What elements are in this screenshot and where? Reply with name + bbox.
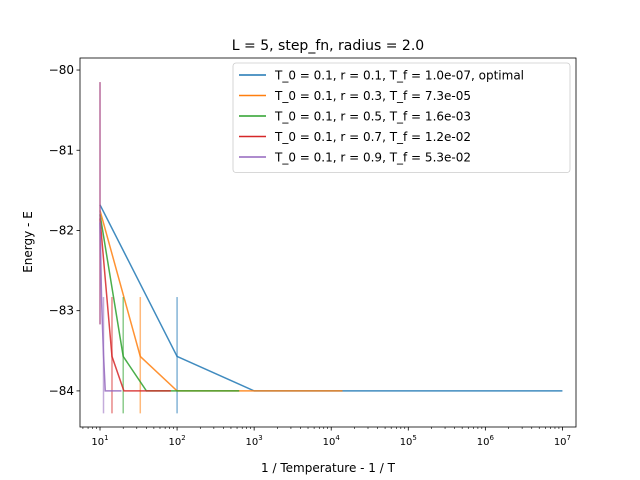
legend-label-3: T_0 = 0.1, r = 0.5, T_f = 1.6e-03 [274,110,471,124]
series-line-2 [99,210,343,392]
y-axis-label: Energy - E [21,211,35,273]
plot-area [99,82,563,414]
series-line-1 [99,204,563,392]
x-axis: 101 102 103 104 105 106 107 [82,427,571,448]
x-tick-label: 106 [477,434,495,448]
x-axis-label: 1 / Temperature - 1 / T [261,461,396,475]
legend: T_0 = 0.1, r = 0.1, T_f = 1.0e-07, optim… [232,62,571,173]
series-line-5 [99,222,122,392]
x-tick-label: 105 [400,434,417,448]
legend-label-2: T_0 = 0.1, r = 0.3, T_f = 7.3e-05 [274,89,471,103]
x-tick-label: 101 [91,434,108,448]
x-tick-label: 104 [323,434,341,448]
x-tick-label: 103 [246,434,263,448]
y-tick-label: −83 [49,304,74,318]
series-line-3 [99,214,240,392]
y-tick-label: −81 [49,143,74,157]
series-line-4 [99,218,171,392]
y-tick-label: −84 [49,384,74,398]
legend-label-1: T_0 = 0.1, r = 0.1, T_f = 1.0e-07, optim… [274,69,524,83]
y-tick-label: −80 [49,63,74,77]
x-tick-label: 107 [554,434,571,448]
legend-label-4: T_0 = 0.1, r = 0.7, T_f = 1.2e-02 [274,130,471,144]
legend-label-5: T_0 = 0.1, r = 0.9, T_f = 5.3e-02 [274,151,471,165]
chart-title: L = 5, step_fn, radius = 2.0 [232,38,424,54]
legend-box [232,62,571,173]
y-tick-label: −82 [49,223,74,237]
y-axis: −80 −81 −82 −83 −84 [49,63,80,398]
plot-frame [79,57,577,428]
x-tick-label: 102 [168,434,185,448]
